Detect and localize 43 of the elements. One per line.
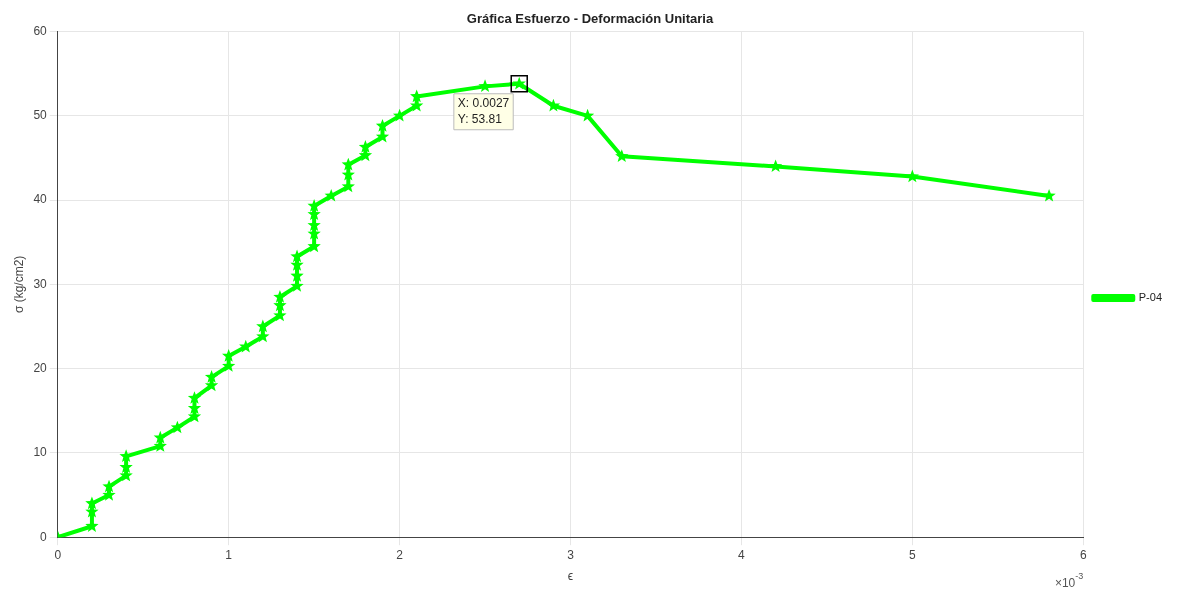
point bbox=[273, 290, 287, 303]
point bbox=[239, 339, 253, 353]
x-tick-label: 4 bbox=[738, 547, 746, 562]
y-tick-label: 50 bbox=[33, 108, 48, 123]
annotation: X: 0.0027 Y: 53.81 bbox=[457, 96, 510, 127]
legend-label: P-04 bbox=[1138, 291, 1163, 304]
x-tick-label: 5 bbox=[909, 547, 916, 562]
point bbox=[358, 140, 373, 153]
y-tick-label: 40 bbox=[33, 192, 48, 207]
point bbox=[204, 370, 219, 383]
x-tick-label: 6 bbox=[1079, 547, 1087, 562]
point bbox=[187, 391, 202, 404]
point bbox=[85, 496, 99, 510]
point bbox=[375, 118, 390, 132]
point bbox=[170, 420, 185, 434]
point bbox=[119, 449, 133, 462]
point bbox=[324, 188, 338, 202]
y-tick-label: 10 bbox=[33, 445, 48, 460]
point bbox=[615, 149, 629, 162]
point bbox=[478, 79, 492, 93]
x-tick-label: 2 bbox=[396, 547, 404, 562]
point bbox=[222, 349, 236, 362]
chart-title: Gráfica Esfuerzo - Deformación Unitaria bbox=[466, 11, 714, 27]
y-axis-title: σ (kg/cm2) bbox=[11, 255, 26, 314]
y-tick-label: 0 bbox=[40, 529, 48, 544]
x-tick-label: 1 bbox=[225, 547, 233, 562]
y-tick-label: 30 bbox=[33, 276, 48, 291]
point bbox=[256, 319, 270, 333]
x-tick-label: 3 bbox=[567, 547, 575, 562]
point bbox=[905, 169, 919, 183]
point bbox=[290, 249, 304, 263]
point bbox=[768, 159, 783, 173]
point bbox=[341, 157, 355, 171]
x-tick-label: 0 bbox=[54, 547, 62, 562]
point bbox=[153, 430, 167, 444]
y-tick-label: 20 bbox=[33, 360, 48, 375]
point bbox=[546, 98, 561, 112]
y-tick-label: 60 bbox=[33, 23, 48, 38]
point bbox=[1042, 188, 1056, 202]
point bbox=[392, 108, 407, 122]
x-axis-title: ϵ bbox=[567, 569, 574, 584]
point bbox=[102, 479, 116, 493]
point bbox=[307, 199, 321, 212]
